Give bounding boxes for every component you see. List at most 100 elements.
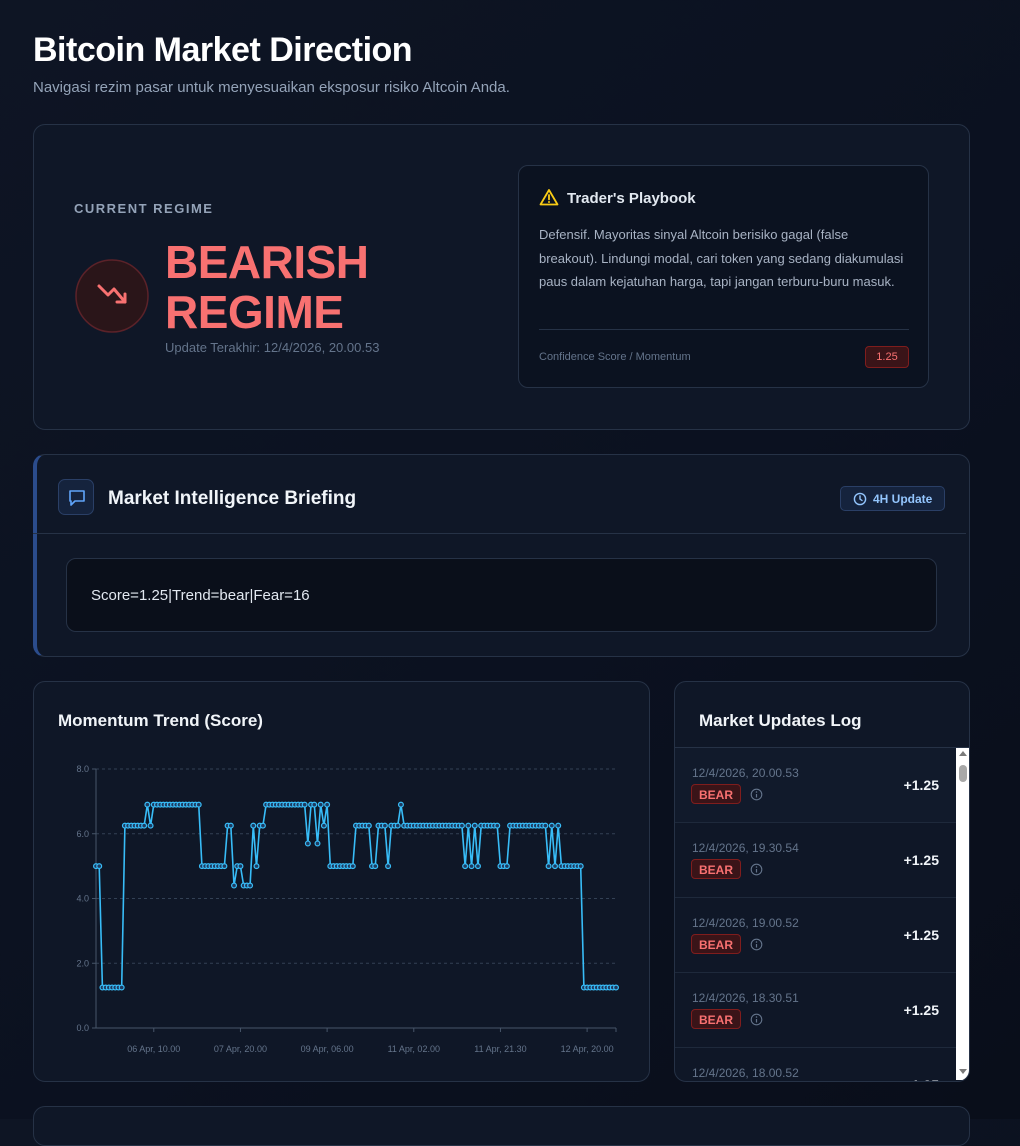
chat-icon [69, 490, 85, 506]
playbook-title: Trader's Playbook [567, 190, 696, 207]
briefing-title: Market Intelligence Briefing [108, 488, 357, 509]
regime-icon [75, 259, 149, 333]
log-value: +1.25 [904, 1077, 939, 1081]
log-title: Market Updates Log [699, 711, 862, 730]
trend-point [465, 822, 472, 829]
x-tick-label: 11 Apr, 21.30 [474, 1044, 526, 1054]
trend-point [577, 863, 584, 870]
playbook-text: Defensif. Mayoritas sinyal Altcoin beris… [539, 227, 904, 289]
chat-icon-box [58, 479, 94, 515]
trend-point [247, 882, 254, 889]
trend-point [227, 822, 234, 829]
log-time: 12/4/2026, 20.00.53 [692, 766, 799, 780]
log-value: +1.25 [903, 852, 939, 868]
trend-point [555, 822, 562, 829]
trend-point [365, 822, 372, 829]
trend-point [221, 863, 228, 870]
trend-point [397, 801, 404, 808]
trend-point [301, 801, 308, 808]
trend-point [96, 863, 103, 870]
scroll-down [959, 1069, 967, 1074]
trend-point [320, 822, 327, 829]
scrollbar[interactable] [956, 748, 969, 1080]
trend-point [118, 984, 125, 991]
log-entry[interactable]: 12/4/2026, 18.30.51 BEAR +1.25 [675, 973, 956, 1048]
info-icon[interactable] [750, 938, 763, 951]
trend-point [144, 801, 151, 808]
page-subtitle: Navigasi rezim pasar untuk menyesuaikan … [33, 79, 510, 96]
briefing-content: Score=1.25|Trend=bear|Fear=16 [91, 587, 310, 604]
regime-card: CURRENT REGIME BEARISH REGIME Update Ter… [33, 124, 970, 430]
x-tick-label: 07 Apr, 20.00 [214, 1044, 267, 1054]
trend-point [462, 863, 469, 870]
divider [539, 329, 909, 330]
trend-point [548, 822, 555, 829]
log-time: 12/4/2026, 19.30.54 [692, 841, 799, 855]
log-list[interactable]: 12/4/2026, 20.00.53 BEAR +1.25 12/4/2026, 1… [675, 748, 956, 1081]
trend-point [474, 863, 481, 870]
scroll-up [959, 751, 967, 756]
trend-point [503, 863, 510, 870]
next-card [33, 1106, 970, 1146]
log-badge: BEAR [691, 859, 741, 879]
trend-point [237, 863, 244, 870]
trend-point [253, 863, 260, 870]
x-tick-label: 06 Apr, 10.00 [127, 1044, 180, 1054]
update-badge: 4H Update [840, 486, 945, 511]
briefing-card: Market Intelligence Briefing 4H Update S… [33, 454, 970, 657]
trend-point [385, 863, 392, 870]
trend-point [372, 863, 379, 870]
page-title: Bitcoin Market Direction [33, 31, 413, 69]
log-entry[interactable]: 12/4/2026, 20.00.53 BEAR +1.25 [675, 748, 956, 823]
log-entry[interactable]: 12/4/2026, 19.30.54 BEAR +1.25 [675, 823, 956, 898]
log-value: +1.25 [903, 777, 939, 793]
score-badge: 1.25 [865, 346, 909, 368]
info-icon[interactable] [750, 1013, 763, 1026]
briefing-content-box: Score=1.25|Trend=bear|Fear=16 [66, 558, 937, 632]
log-value: +1.25 [903, 1002, 939, 1018]
info-icon[interactable] [750, 863, 763, 876]
log-time: 12/4/2026, 18.00.52 [692, 1066, 799, 1080]
score-label: Confidence Score / Momentum [539, 351, 691, 363]
chart: 0.0 2.0 4.0 6.0 8.0 06 Apr, 10.00 07 Apr, 20.0… [76, 764, 619, 1054]
log-badge: BEAR [691, 934, 741, 954]
x-tick-label: 12 Apr, 20.00 [561, 1044, 614, 1054]
trend-point [195, 801, 202, 808]
scroll-thumb [959, 765, 967, 782]
y-tick-label: 0.0 [76, 1023, 89, 1033]
trend-point [324, 801, 331, 808]
trend-point [317, 801, 324, 808]
log-badge: BEAR [691, 784, 741, 804]
log-badge: BEAR [691, 1009, 741, 1029]
log-entry[interactable]: 12/4/2026, 19.00.52 BEAR +1.25 [675, 898, 956, 973]
regime-label: CURRENT REGIME [74, 201, 214, 216]
trend-line [96, 803, 616, 989]
trend-point [394, 822, 401, 829]
y-tick-label: 4.0 [76, 894, 89, 904]
divider [33, 533, 966, 534]
trend-point [612, 984, 619, 991]
trend-point [147, 822, 154, 829]
trend-point [542, 822, 549, 829]
y-tick-label: 8.0 [76, 764, 89, 774]
trend-point [314, 840, 321, 847]
chart-title: Momentum Trend (Score) [58, 711, 263, 730]
trend-point [311, 801, 318, 808]
trend-point [381, 822, 388, 829]
chart-card: Momentum Trend (Score) 0.0 2.0 4.0 6.0 8.0 06… [33, 681, 650, 1082]
log-time: 12/4/2026, 19.00.52 [692, 916, 799, 930]
x-tick-label: 11 Apr, 02.00 [388, 1044, 440, 1054]
trend-point [545, 863, 552, 870]
y-tick-label: 2.0 [76, 958, 89, 968]
log-value: +1.25 [903, 927, 939, 943]
info-icon[interactable] [750, 788, 763, 801]
divider [675, 747, 969, 748]
trend-point [458, 822, 465, 829]
trend-point [231, 882, 238, 889]
log-time: 12/4/2026, 18.30.51 [692, 991, 799, 1005]
clock-icon [853, 492, 867, 506]
x-tick-label: 09 Apr, 06.00 [301, 1044, 354, 1054]
